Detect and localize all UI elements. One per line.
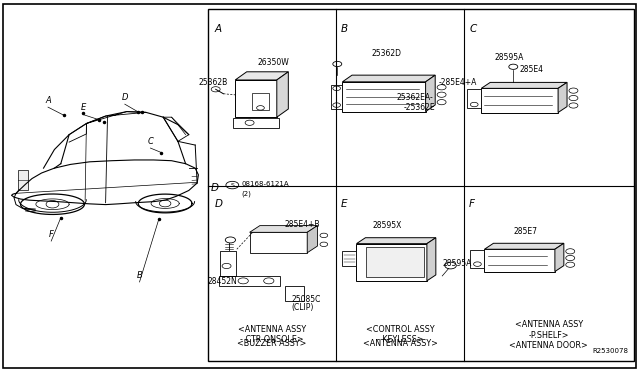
Text: B: B: [341, 24, 348, 34]
Polygon shape: [558, 83, 567, 112]
Polygon shape: [356, 238, 436, 244]
Circle shape: [566, 249, 575, 254]
Circle shape: [333, 103, 340, 108]
Bar: [252, 93, 269, 110]
Bar: [331, 85, 342, 109]
Text: F: F: [49, 230, 54, 239]
Circle shape: [437, 85, 446, 90]
Bar: [250, 232, 307, 253]
Text: 285E4: 285E4: [520, 65, 544, 74]
Circle shape: [226, 182, 239, 189]
Text: C: C: [147, 137, 154, 146]
Text: <ANTENNA DOOR>: <ANTENNA DOOR>: [509, 341, 588, 350]
Text: 28595A: 28595A: [494, 53, 524, 62]
Polygon shape: [481, 83, 567, 89]
Bar: [285, 286, 304, 301]
Circle shape: [225, 237, 236, 243]
Bar: [208, 9, 634, 361]
Text: -25362E: -25362E: [403, 103, 435, 112]
Circle shape: [569, 88, 578, 93]
Bar: [484, 249, 555, 272]
Bar: [18, 170, 28, 190]
Circle shape: [569, 103, 578, 108]
Text: F: F: [469, 199, 475, 209]
Bar: [219, 276, 280, 286]
Text: <ANTENNA ASSY>: <ANTENNA ASSY>: [363, 339, 437, 348]
Circle shape: [320, 233, 328, 238]
Circle shape: [245, 120, 254, 125]
Text: 28452N: 28452N: [208, 278, 237, 286]
Polygon shape: [277, 72, 288, 117]
Text: 28595X: 28595X: [372, 221, 402, 230]
Text: 28595A: 28595A: [442, 259, 472, 268]
Bar: [366, 247, 424, 277]
Bar: [470, 250, 484, 268]
Text: A: A: [214, 24, 221, 34]
Circle shape: [569, 96, 578, 101]
Polygon shape: [484, 243, 564, 249]
Circle shape: [238, 278, 248, 284]
Circle shape: [46, 201, 59, 208]
Circle shape: [333, 61, 342, 67]
Text: (CLIP): (CLIP): [291, 303, 314, 312]
Text: R2530078: R2530078: [593, 348, 628, 354]
Circle shape: [437, 100, 446, 105]
Circle shape: [159, 200, 171, 207]
Text: A: A: [45, 96, 51, 105]
Circle shape: [566, 256, 575, 261]
Text: -285E4+A: -285E4+A: [438, 78, 477, 87]
Circle shape: [437, 92, 446, 97]
Bar: [481, 89, 558, 112]
Text: D: D: [211, 183, 219, 193]
Text: 08168-6121A: 08168-6121A: [241, 181, 289, 187]
Circle shape: [474, 262, 481, 266]
Text: (2): (2): [241, 190, 251, 196]
Text: <ANTENNA ASSY
- CTR ONSOLE>: <ANTENNA ASSY - CTR ONSOLE>: [238, 325, 306, 344]
Polygon shape: [426, 75, 435, 112]
Text: 25362D: 25362D: [371, 49, 401, 58]
Text: D: D: [122, 93, 128, 102]
Bar: [236, 80, 277, 117]
Text: C: C: [469, 24, 476, 34]
Text: 26350W: 26350W: [258, 58, 290, 67]
Circle shape: [211, 87, 220, 92]
Polygon shape: [427, 238, 436, 281]
Polygon shape: [307, 225, 317, 253]
Text: 285E7: 285E7: [513, 227, 538, 236]
Text: <BUZZER ASSY>: <BUZZER ASSY>: [237, 339, 307, 348]
Circle shape: [509, 64, 518, 69]
Circle shape: [222, 263, 231, 269]
Bar: [342, 251, 356, 266]
Circle shape: [333, 86, 340, 91]
Circle shape: [445, 262, 456, 269]
Text: <CONTROL ASSY
- KEYLESS>: <CONTROL ASSY - KEYLESS>: [365, 325, 435, 344]
Text: 25362EA-: 25362EA-: [397, 93, 433, 102]
Text: 285E4+B: 285E4+B: [285, 220, 320, 229]
Text: 25085C: 25085C: [291, 295, 321, 304]
Bar: [467, 89, 481, 108]
Text: S: S: [230, 183, 234, 187]
Text: <ANTENNA ASSY
-P.SHELF>: <ANTENNA ASSY -P.SHELF>: [515, 320, 583, 340]
Circle shape: [470, 102, 478, 107]
Polygon shape: [236, 72, 288, 80]
Circle shape: [566, 262, 575, 267]
Bar: [356, 244, 427, 281]
Text: 25362B: 25362B: [198, 78, 228, 87]
Bar: [233, 118, 279, 128]
Polygon shape: [250, 225, 317, 232]
Circle shape: [264, 278, 274, 284]
Polygon shape: [342, 75, 435, 82]
Bar: [342, 82, 426, 112]
Text: E: E: [341, 199, 348, 209]
Circle shape: [320, 242, 328, 247]
Text: B: B: [137, 271, 142, 280]
Circle shape: [257, 106, 264, 110]
Text: D: D: [214, 199, 223, 209]
Text: E: E: [81, 103, 86, 112]
Polygon shape: [555, 243, 564, 272]
